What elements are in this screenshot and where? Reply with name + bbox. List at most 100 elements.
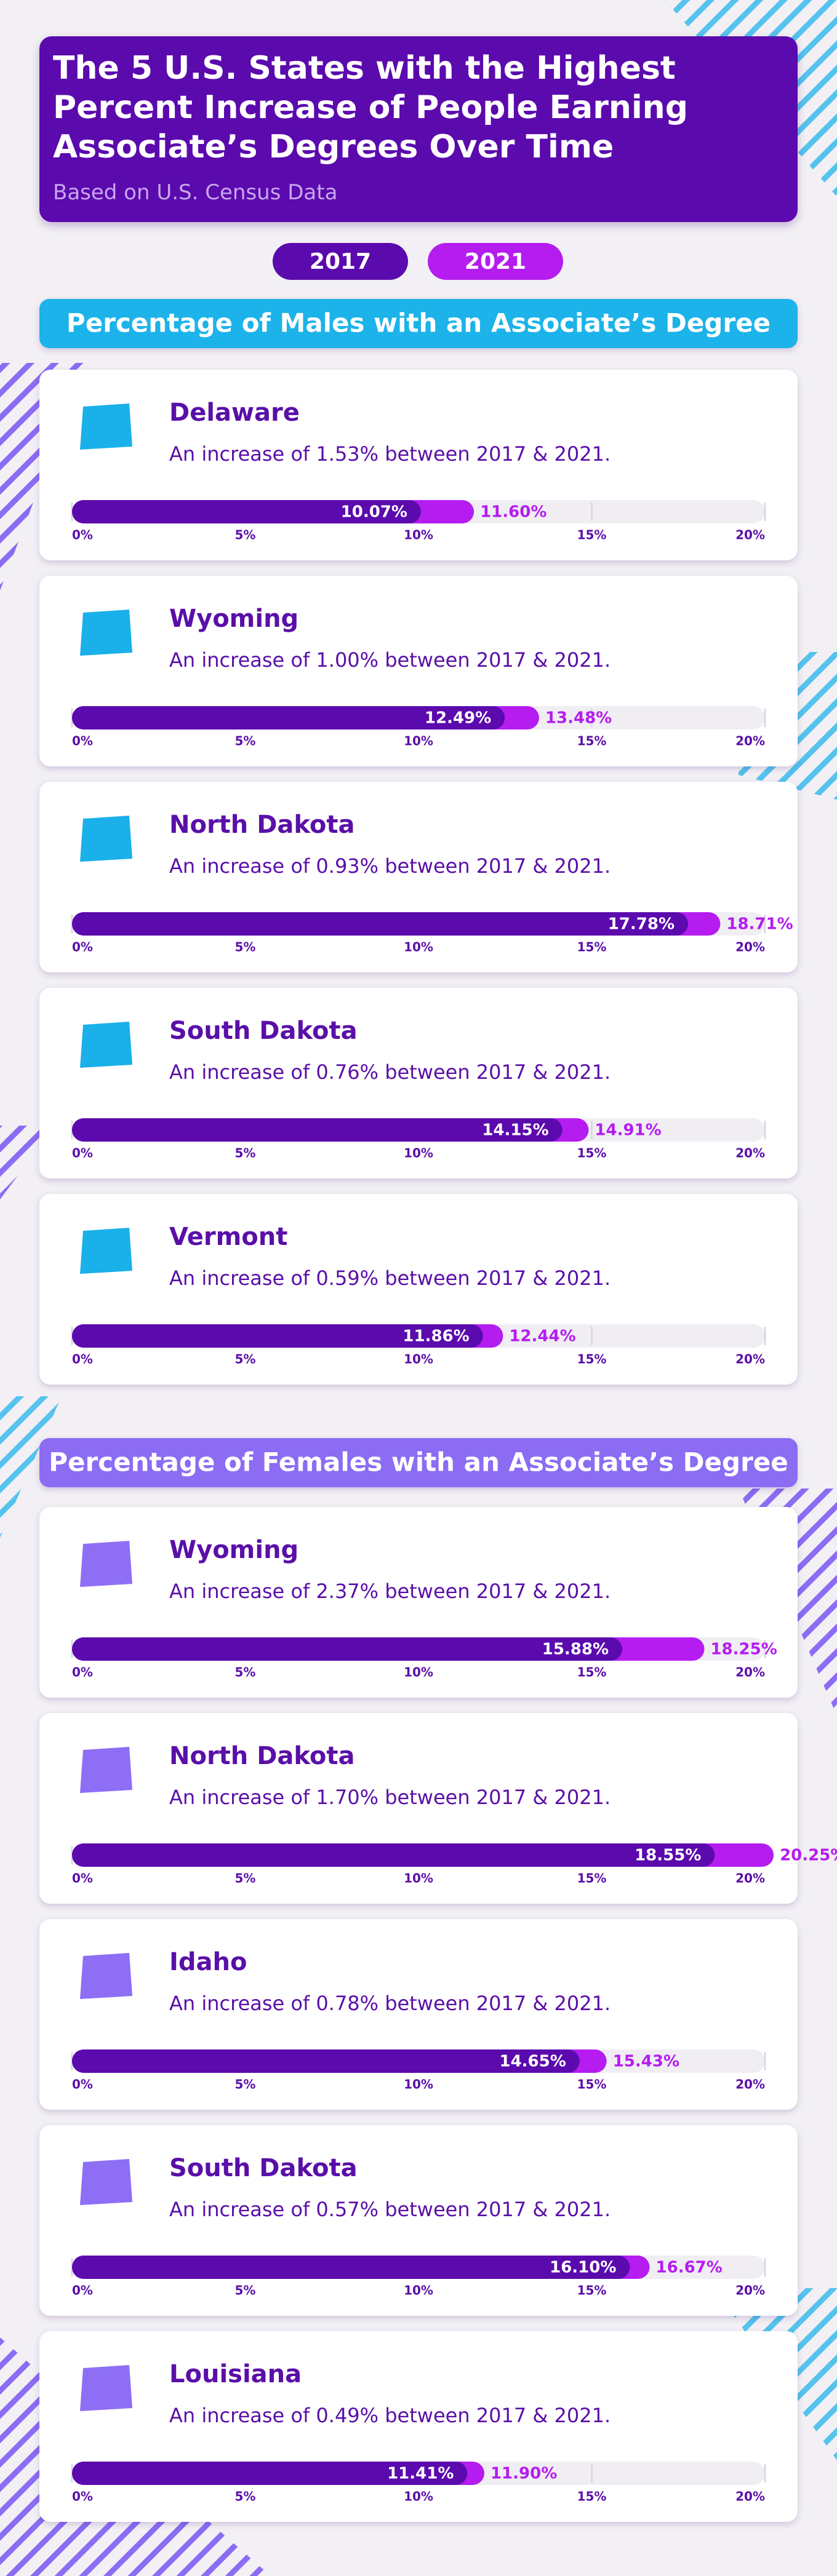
state-description: An increase of 1.70% between 2017 & 2021… xyxy=(169,1786,611,1809)
state-icon xyxy=(80,1228,132,1274)
x-tick-label: 5% xyxy=(235,2077,256,2092)
state-name: Louisiana xyxy=(169,2360,302,2388)
value-label: 11.86% xyxy=(402,1327,469,1346)
bar xyxy=(72,1324,483,1348)
card: Wyoming An increase of 2.37% between 2017… xyxy=(39,1507,798,1698)
value-label: 10.07% xyxy=(341,503,407,522)
value-label: 12.44% xyxy=(509,1327,575,1346)
x-tick-label: 20% xyxy=(735,1146,765,1161)
x-tick-label: 0% xyxy=(72,734,93,749)
value-label: 15.43% xyxy=(613,2053,679,2071)
x-tick-label: 10% xyxy=(404,2283,433,2298)
bar xyxy=(72,2256,630,2279)
value-label: 14.65% xyxy=(499,2053,566,2071)
state-description: An increase of 0.59% between 2017 & 2021… xyxy=(169,1266,611,1290)
bar xyxy=(72,1843,715,1867)
state-name: North Dakota xyxy=(169,811,355,839)
x-tick-label: 5% xyxy=(235,1352,256,1367)
card: Louisiana An increase of 0.49% between 20… xyxy=(39,2331,798,2522)
x-tick-label: 20% xyxy=(735,2283,765,2298)
x-tick-label: 0% xyxy=(72,1871,93,1886)
section-title: Percentage of Females with an Associate’… xyxy=(49,1447,788,1477)
x-tick-label: 15% xyxy=(577,1146,607,1161)
bar xyxy=(72,706,505,729)
x-tick-label: 15% xyxy=(577,940,607,955)
bar xyxy=(72,500,421,523)
state-description: An increase of 1.53% between 2017 & 2021… xyxy=(169,442,611,466)
card: Wyoming An increase of 1.00% between 2017… xyxy=(39,576,798,766)
bar xyxy=(72,1118,563,1142)
legend-label: 2021 xyxy=(465,249,526,274)
x-tick-label: 10% xyxy=(404,2077,433,2092)
state-description: An increase of 2.37% between 2017 & 2021… xyxy=(169,1580,611,1603)
x-tick-label: 20% xyxy=(735,734,765,749)
x-tick-label: 15% xyxy=(577,2077,607,2092)
state-name: Wyoming xyxy=(169,1536,298,1564)
state-description: An increase of 0.93% between 2017 & 2021… xyxy=(169,854,611,878)
x-tick-label: 20% xyxy=(735,1665,765,1680)
x-tick-label: 0% xyxy=(72,940,93,955)
x-tick-label: 0% xyxy=(72,1146,93,1161)
x-tick-label: 5% xyxy=(235,2489,256,2504)
x-tick-label: 15% xyxy=(577,1871,607,1886)
bar xyxy=(72,912,689,936)
state-name: South Dakota xyxy=(169,2154,358,2182)
legend-label: 2017 xyxy=(310,249,371,274)
x-tick-label: 5% xyxy=(235,1146,256,1161)
x-tick-label: 10% xyxy=(404,1352,433,1367)
x-tick-label: 10% xyxy=(404,1665,433,1680)
state-icon xyxy=(80,1022,132,1068)
card: North Dakota An increase of 0.93% between… xyxy=(39,782,798,972)
value-label: 14.15% xyxy=(482,1121,548,1140)
x-tick-label: 10% xyxy=(404,2489,433,2504)
state-icon xyxy=(80,403,132,450)
value-label: 11.90% xyxy=(491,2465,557,2483)
value-label: 17.78% xyxy=(608,915,675,934)
x-tick-label: 20% xyxy=(735,940,765,955)
x-tick-label: 15% xyxy=(577,2489,607,2504)
x-tick-label: 0% xyxy=(72,2489,93,2504)
x-tick-label: 5% xyxy=(235,1665,256,1680)
value-label: 12.49% xyxy=(425,709,491,728)
state-name: Wyoming xyxy=(169,605,298,633)
state-description: An increase of 1.00% between 2017 & 2021… xyxy=(169,648,611,672)
value-label: 18.55% xyxy=(635,1847,701,1865)
legend-swatch xyxy=(428,243,563,280)
value-label: 11.41% xyxy=(387,2465,454,2483)
state-icon xyxy=(80,816,132,862)
x-tick-label: 5% xyxy=(235,1871,256,1886)
x-tick-label: 10% xyxy=(404,940,433,955)
value-label: 18.71% xyxy=(726,915,793,934)
value-label: 14.91% xyxy=(595,1121,661,1140)
x-tick-label: 5% xyxy=(235,734,256,749)
x-tick-label: 5% xyxy=(235,940,256,955)
card: Vermont An increase of 0.59% between 2017… xyxy=(39,1194,798,1385)
state-name: Vermont xyxy=(169,1223,287,1251)
state-description: An increase of 0.78% between 2017 & 2021… xyxy=(169,1992,611,2015)
section-header xyxy=(39,1438,798,1487)
title: The 5 U.S. States with the Highest Perce… xyxy=(53,50,688,165)
x-tick-label: 15% xyxy=(577,528,607,543)
x-tick-label: 0% xyxy=(72,1352,93,1367)
card: South Dakota An increase of 0.76% between… xyxy=(39,988,798,1179)
card: Delaware An increase of 1.53% between 201… xyxy=(39,370,798,560)
card: South Dakota An increase of 0.57% between… xyxy=(39,2125,798,2316)
x-tick-label: 10% xyxy=(404,528,433,543)
x-tick-label: 0% xyxy=(72,2077,93,2092)
state-icon xyxy=(80,2159,132,2205)
value-label: 13.48% xyxy=(545,709,612,728)
x-tick-label: 0% xyxy=(72,2283,93,2298)
state-icon xyxy=(80,1953,132,1999)
value-label: 18.25% xyxy=(710,1640,777,1659)
x-tick-label: 20% xyxy=(735,2489,765,2504)
state-name: South Dakota xyxy=(169,1017,358,1045)
x-tick-label: 20% xyxy=(735,528,765,543)
subtitle: Based on U.S. Census Data xyxy=(53,180,338,205)
state-name: Idaho xyxy=(169,1948,247,1976)
x-tick-label: 10% xyxy=(404,1146,433,1161)
x-tick-label: 10% xyxy=(404,734,433,749)
x-tick-label: 0% xyxy=(72,528,93,543)
state-name: Delaware xyxy=(169,399,300,427)
